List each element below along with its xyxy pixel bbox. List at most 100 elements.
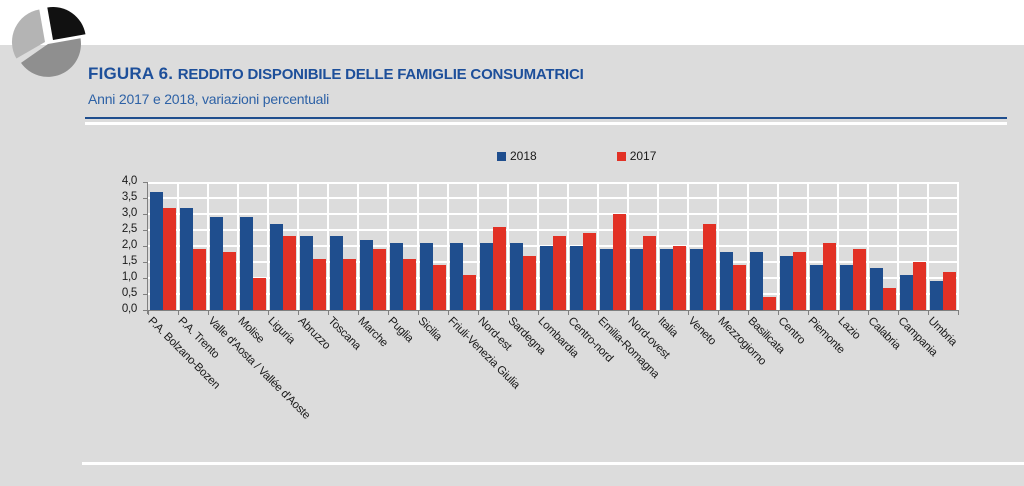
category-group	[178, 182, 208, 310]
x-tick-mark	[238, 311, 239, 315]
category-group	[568, 182, 598, 310]
chart-legend: 2018 2017	[497, 149, 656, 163]
bar-2017	[463, 275, 476, 310]
x-tick-mark	[928, 311, 929, 315]
category-group	[148, 182, 178, 310]
bar-2018	[210, 217, 223, 310]
gridline-vertical	[477, 182, 479, 310]
category-group	[328, 182, 358, 310]
x-tick-mark	[268, 311, 269, 315]
figure-header: FIGURA 6. REDDITO DISPONIBILE DELLE FAMI…	[88, 64, 988, 107]
bar-2018	[510, 243, 523, 310]
bar-2017	[193, 249, 206, 310]
category-group	[538, 182, 568, 310]
y-tick-mark	[143, 198, 148, 199]
gridline-vertical	[417, 182, 419, 310]
bar-2017	[853, 249, 866, 310]
bar-2018	[540, 246, 553, 310]
x-tick-mark	[778, 311, 779, 315]
category-group	[778, 182, 808, 310]
istat-pie-logo	[11, 7, 86, 77]
x-tick-mark	[568, 311, 569, 315]
gridline-vertical	[777, 182, 779, 310]
bar-2018	[600, 249, 613, 310]
y-tick-label: 2,0	[121, 239, 137, 251]
bar-2017	[223, 252, 236, 310]
gridline-vertical	[837, 182, 839, 310]
gridline-vertical	[387, 182, 389, 310]
y-axis-line	[147, 182, 148, 314]
legend-item-2018: 2018	[497, 149, 537, 163]
logo-wedge-gray-medium	[21, 38, 81, 77]
x-tick-mark	[658, 311, 659, 315]
y-tick-mark	[143, 182, 148, 183]
bar-2018	[330, 236, 343, 310]
bar-2018	[750, 252, 763, 310]
bar-2017	[163, 208, 176, 310]
header-separator-navy-line	[85, 117, 1007, 119]
gridline-vertical	[207, 182, 209, 310]
y-tick-label: 0,0	[121, 303, 137, 315]
gridline-horizontal	[148, 182, 958, 184]
x-tick-mark	[178, 311, 179, 315]
bar-2017	[913, 262, 926, 310]
y-tick-mark	[143, 262, 148, 263]
x-tick-mark	[598, 311, 599, 315]
x-tick-mark	[208, 311, 209, 315]
gridline-horizontal	[148, 229, 958, 231]
bar-2018	[720, 252, 733, 310]
bar-2018	[150, 192, 163, 310]
bar-2018	[240, 217, 253, 310]
category-group	[478, 182, 508, 310]
category-group	[298, 182, 328, 310]
gridline-vertical	[747, 182, 749, 310]
legend-item-2017: 2017	[616, 149, 656, 163]
bar-2017	[943, 272, 956, 310]
bar-2018	[480, 243, 493, 310]
category-group	[418, 182, 448, 310]
category-group	[688, 182, 718, 310]
bar-2018	[900, 275, 913, 310]
x-tick-mark	[448, 311, 449, 315]
bar-2017	[313, 259, 326, 310]
gridline-vertical	[627, 182, 629, 310]
gridline-vertical	[177, 182, 179, 310]
gridline-vertical	[657, 182, 659, 310]
header-separator-white-line	[85, 122, 1007, 125]
gridline-vertical	[267, 182, 269, 310]
legend-label-2018: 2018	[510, 149, 537, 163]
category-group	[358, 182, 388, 310]
bar-2017	[373, 249, 386, 310]
bar-2017	[343, 259, 356, 310]
bar-2017	[823, 243, 836, 310]
figure-title: REDDITO DISPONIBILE DELLE FAMIGLIE CONSU…	[177, 66, 584, 83]
category-group	[718, 182, 748, 310]
x-tick-mark	[718, 311, 719, 315]
bar-2017	[733, 265, 746, 310]
category-group	[838, 182, 868, 310]
category-group	[508, 182, 538, 310]
y-tick-mark	[143, 214, 148, 215]
bar-2018	[390, 243, 403, 310]
bar-2017	[883, 288, 896, 310]
gridline-vertical	[927, 182, 929, 310]
bar-2018	[810, 265, 823, 310]
x-tick-mark	[358, 311, 359, 315]
x-tick-mark	[748, 311, 749, 315]
gridline-horizontal	[148, 197, 958, 199]
gridline-vertical	[447, 182, 449, 310]
y-tick-label: 1,5	[121, 255, 137, 267]
gridline-vertical	[327, 182, 329, 310]
bar-2018	[270, 224, 283, 310]
x-tick-mark	[418, 311, 419, 315]
x-tick-mark	[688, 311, 689, 315]
gridline-vertical	[507, 182, 509, 310]
y-tick-label: 3,0	[121, 207, 137, 219]
figure-title-line: FIGURA 6. REDDITO DISPONIBILE DELLE FAMI…	[88, 64, 988, 84]
category-group	[928, 182, 958, 310]
y-tick-label: 1,0	[121, 271, 137, 283]
bar-2018	[690, 249, 703, 310]
gridline-vertical	[957, 182, 959, 310]
x-tick-mark	[868, 311, 869, 315]
y-tick-mark	[143, 294, 148, 295]
